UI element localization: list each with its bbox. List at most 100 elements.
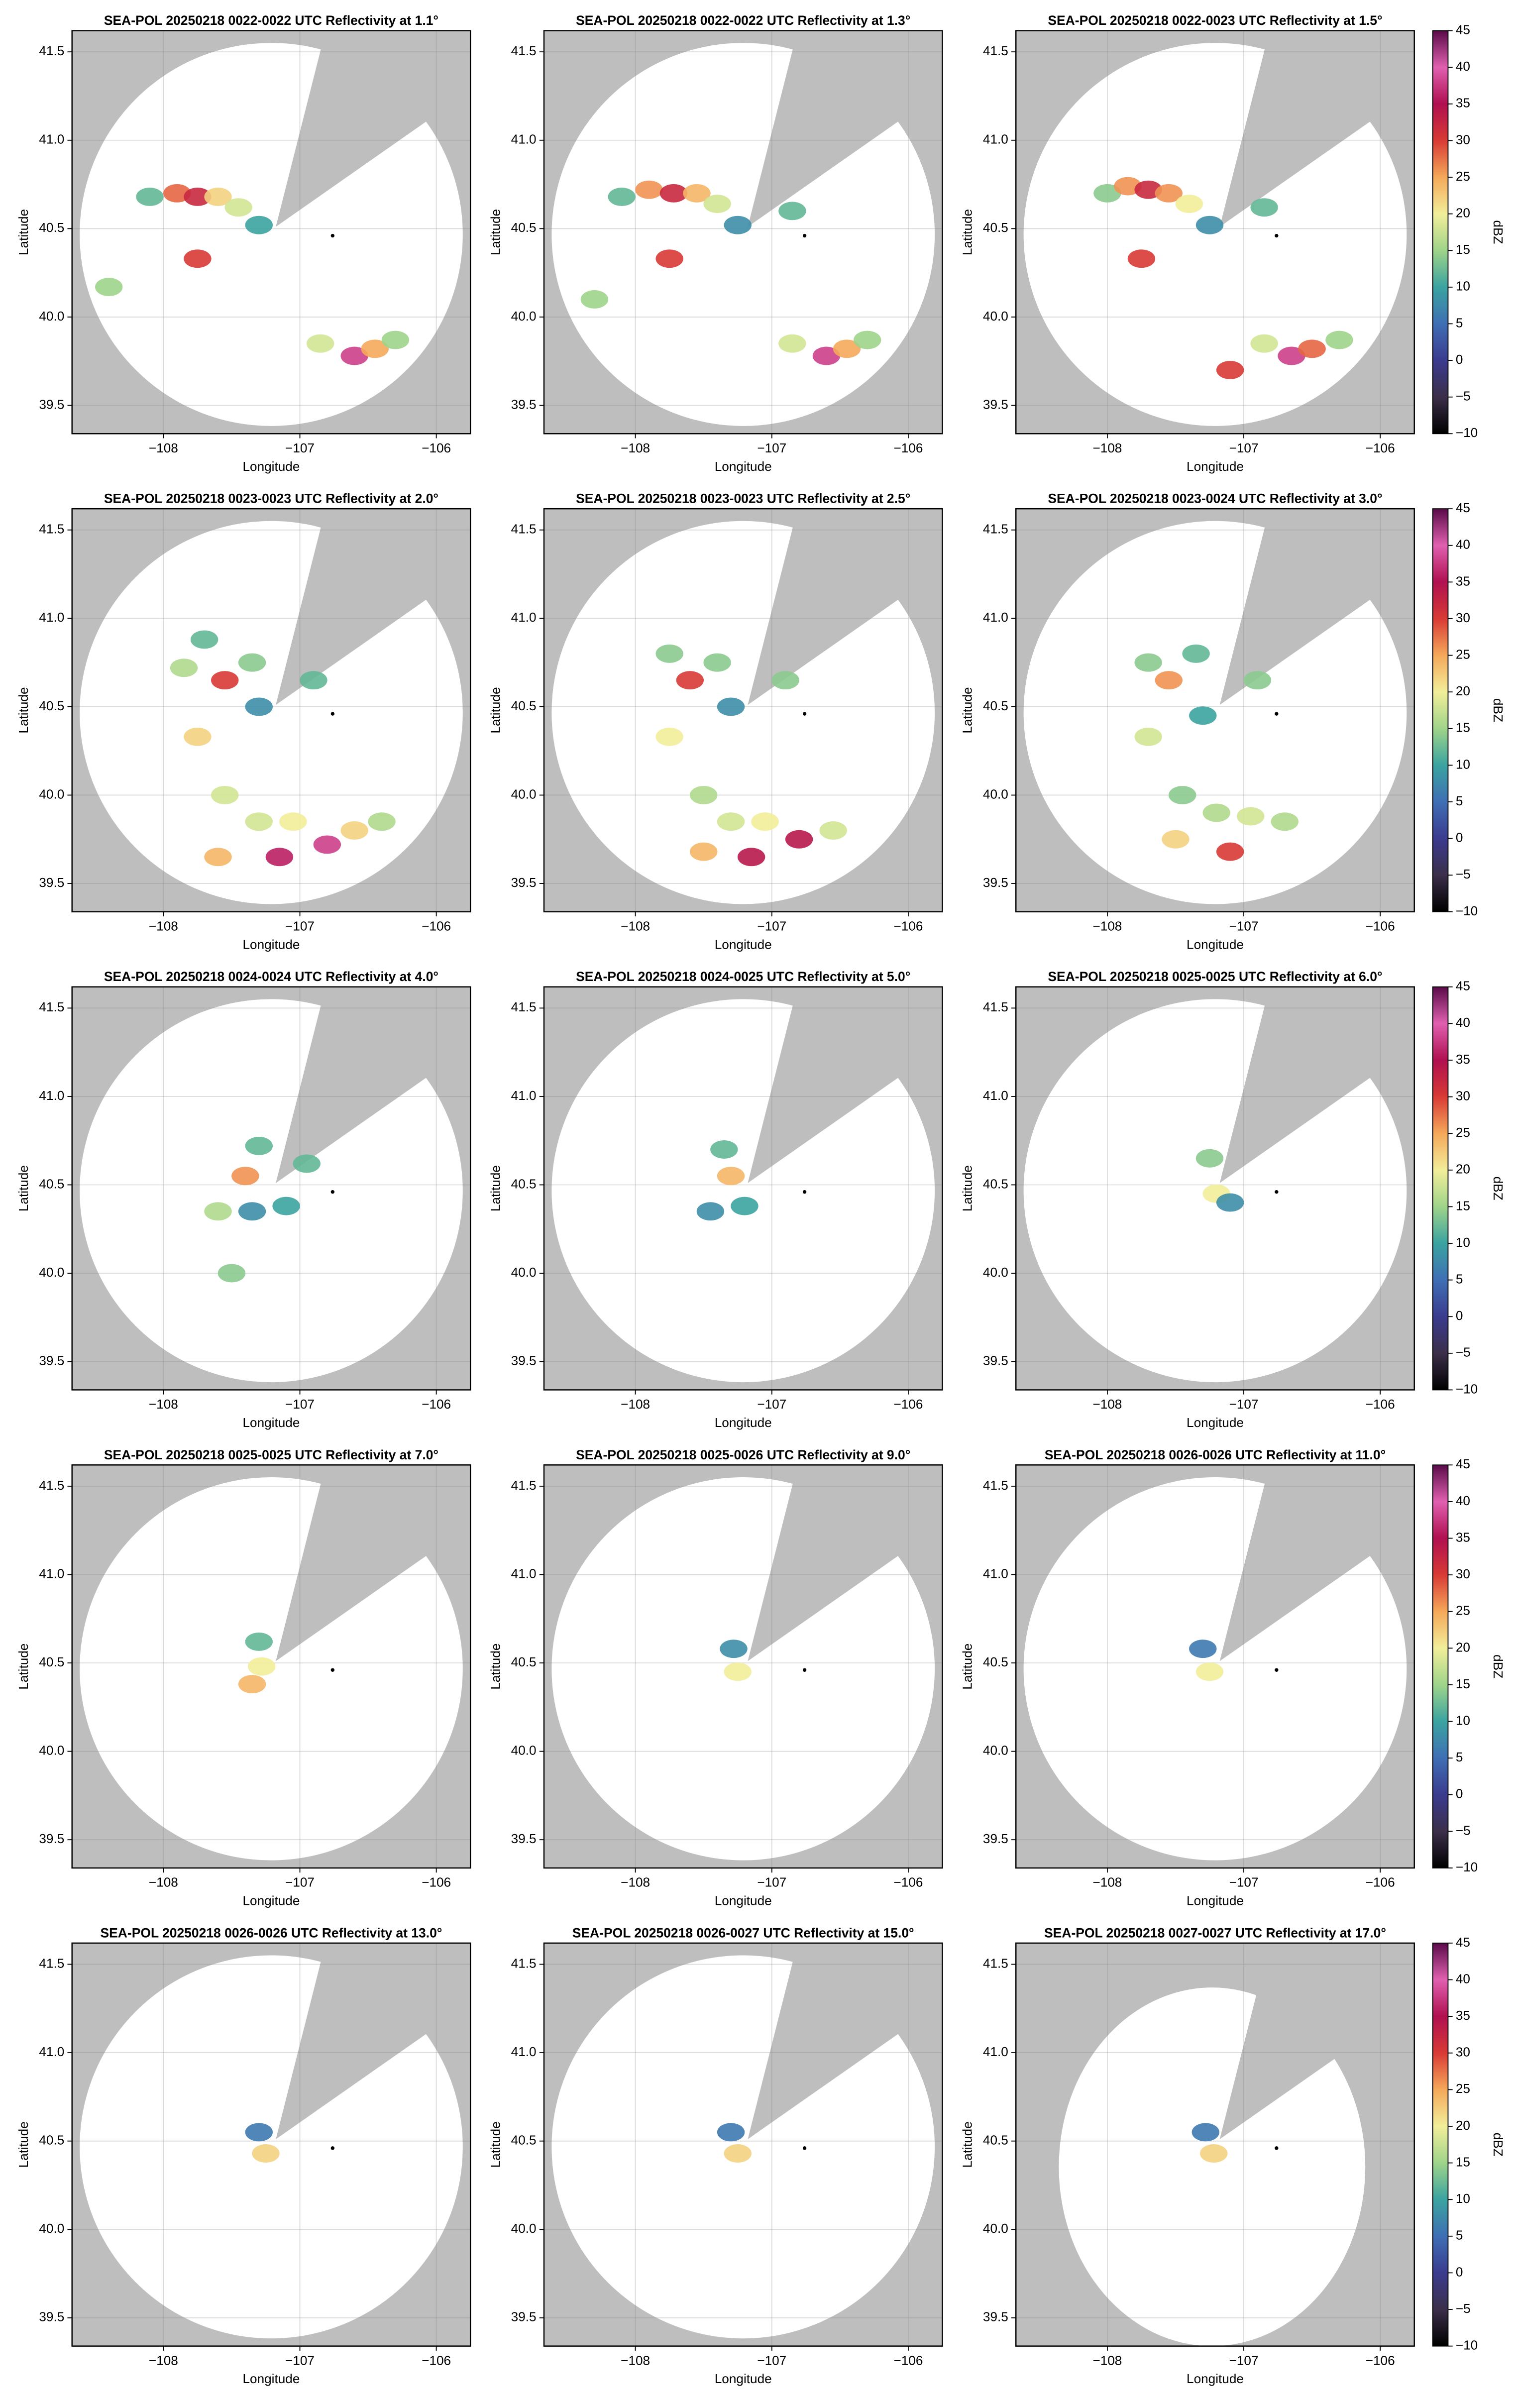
panel: −108 −107 −106 39.5 40.0 40.5 41.0 41.5 SEA-POL … bbox=[16, 1925, 471, 2386]
echo bbox=[238, 653, 266, 672]
colorbar-tick-label: −5 bbox=[1456, 1823, 1471, 1838]
y-tick-label: 41.5 bbox=[983, 999, 1008, 1014]
colorbar-tick-label: 30 bbox=[1456, 132, 1470, 147]
y-tick-label: 39.5 bbox=[39, 397, 64, 412]
echo bbox=[1168, 786, 1196, 804]
chart-title: SEA-POL 20250218 0025-0025 UTC Reflectiv… bbox=[104, 1447, 438, 1462]
x-tick-label: −106 bbox=[1366, 1875, 1395, 1890]
echo bbox=[833, 339, 861, 358]
echo bbox=[136, 187, 164, 206]
colorbar-tick-label: 30 bbox=[1456, 1088, 1470, 1103]
colorbar-label: dBZ bbox=[1491, 1654, 1506, 1678]
y-tick-label: 41.0 bbox=[983, 610, 1008, 625]
echo bbox=[184, 727, 212, 746]
echo bbox=[717, 2123, 745, 2142]
colorbar bbox=[1432, 508, 1449, 912]
plot-area bbox=[543, 30, 943, 434]
x-axis-label: Longitude bbox=[1187, 2371, 1244, 2386]
colorbar-tick-label: 45 bbox=[1456, 22, 1470, 37]
y-tick-label: 40.0 bbox=[983, 309, 1008, 324]
y-tick-label: 41.0 bbox=[39, 2044, 64, 2059]
colorbar-tick-label: 45 bbox=[1456, 979, 1470, 993]
colorbar-tick-label: 0 bbox=[1456, 1308, 1463, 1323]
plot-area bbox=[72, 30, 471, 434]
echo bbox=[1200, 2144, 1228, 2163]
echo bbox=[683, 184, 711, 203]
y-tick-label: 41.5 bbox=[39, 999, 64, 1014]
panel: −108 −107 −106 39.5 40.0 40.5 41.0 41.5 SEA-POL … bbox=[960, 1447, 1506, 1908]
y-tick-label: 41.5 bbox=[511, 999, 537, 1014]
chart-title: SEA-POL 20250218 0023-0023 UTC Reflectiv… bbox=[576, 491, 910, 506]
plot-area bbox=[1016, 509, 1414, 912]
y-tick-label: 41.0 bbox=[511, 2044, 537, 2059]
y-axis-label: Latitude bbox=[960, 687, 975, 733]
echo bbox=[717, 697, 745, 716]
y-axis-label: Latitude bbox=[488, 2121, 503, 2168]
echo bbox=[1182, 644, 1210, 663]
x-tick-label: −106 bbox=[422, 1397, 451, 1412]
y-tick-label: 40.0 bbox=[511, 2221, 537, 2236]
colorbar-tick-label: 20 bbox=[1456, 1640, 1470, 1654]
colorbar-tick-label: 5 bbox=[1456, 1750, 1463, 1764]
x-axis-label: Longitude bbox=[715, 2371, 772, 2386]
y-tick-label: 41.5 bbox=[511, 1956, 537, 1970]
site-marker bbox=[330, 233, 335, 238]
echo bbox=[717, 812, 745, 831]
y-tick-label: 39.5 bbox=[983, 2309, 1008, 2324]
colorbar-label: dBZ bbox=[1491, 220, 1506, 244]
y-tick-label: 39.5 bbox=[983, 397, 1008, 412]
x-tick-label: −107 bbox=[757, 919, 786, 934]
chart-title: SEA-POL 20250218 0022-0022 UTC Reflectiv… bbox=[576, 13, 910, 28]
x-tick-label: −108 bbox=[1092, 919, 1122, 934]
colorbar-tick-label: −5 bbox=[1456, 1345, 1471, 1360]
panel: −108 −107 −106 39.5 40.0 40.5 41.0 41.5 SEA-POL … bbox=[488, 1447, 943, 1908]
echo bbox=[293, 1154, 321, 1173]
x-tick-label: −106 bbox=[422, 440, 451, 455]
colorbar-label: dBZ bbox=[1491, 1177, 1506, 1201]
y-tick-label: 41.5 bbox=[983, 522, 1008, 537]
x-tick-label: −106 bbox=[1366, 440, 1395, 455]
y-tick-label: 41.0 bbox=[983, 1088, 1008, 1103]
echo bbox=[853, 330, 881, 349]
chart-title: SEA-POL 20250218 0026-0026 UTC Reflectiv… bbox=[100, 1925, 442, 1940]
y-tick-label: 41.0 bbox=[39, 610, 64, 625]
chart-title: SEA-POL 20250218 0026-0027 UTC Reflectiv… bbox=[572, 1925, 914, 1940]
echo bbox=[1250, 198, 1278, 217]
y-tick-label: 40.5 bbox=[983, 2133, 1008, 2148]
echo bbox=[381, 330, 410, 349]
blocked-sector bbox=[1219, 1943, 1414, 2139]
colorbar-tick-label: 20 bbox=[1456, 206, 1470, 220]
y-tick-label: 40.5 bbox=[511, 1176, 537, 1191]
panel: −108 −107 −106 39.5 40.0 40.5 41.0 41.5 SEA-POL … bbox=[960, 13, 1506, 474]
echo bbox=[696, 1202, 725, 1221]
x-axis-label: Longitude bbox=[1187, 937, 1244, 952]
panel: −108 −107 −106 39.5 40.0 40.5 41.0 41.5 SEA-POL … bbox=[488, 969, 943, 1430]
colorbar-tick-label: 45 bbox=[1456, 500, 1470, 515]
y-tick-label: 40.0 bbox=[983, 1743, 1008, 1758]
y-tick-label: 40.5 bbox=[39, 698, 64, 713]
blocked-sector bbox=[1219, 30, 1414, 227]
site-marker bbox=[1275, 1190, 1279, 1194]
x-tick-label: −107 bbox=[757, 1875, 786, 1890]
x-axis-label: Longitude bbox=[242, 1415, 300, 1430]
y-tick-label: 40.5 bbox=[39, 220, 64, 235]
echo bbox=[245, 812, 273, 831]
axes-frame bbox=[543, 986, 943, 1391]
echo bbox=[724, 216, 752, 234]
y-axis-label: Latitude bbox=[16, 2121, 31, 2168]
echo bbox=[204, 848, 232, 867]
x-tick-label: −107 bbox=[285, 1875, 315, 1890]
x-axis-label: Longitude bbox=[242, 2371, 300, 2386]
y-tick-label: 41.0 bbox=[983, 1566, 1008, 1581]
y-axis-label: Latitude bbox=[16, 209, 31, 255]
y-axis-label: Latitude bbox=[16, 1643, 31, 1690]
chart-title: SEA-POL 20250218 0023-0024 UTC Reflectiv… bbox=[1048, 491, 1382, 506]
y-tick-label: 41.5 bbox=[511, 522, 537, 537]
echo bbox=[190, 630, 218, 649]
axes-frame bbox=[543, 1464, 943, 1869]
chart-title: SEA-POL 20250218 0025-0025 UTC Reflectiv… bbox=[1048, 969, 1382, 984]
axes-frame bbox=[1015, 30, 1415, 435]
blocked-sector bbox=[748, 509, 943, 705]
